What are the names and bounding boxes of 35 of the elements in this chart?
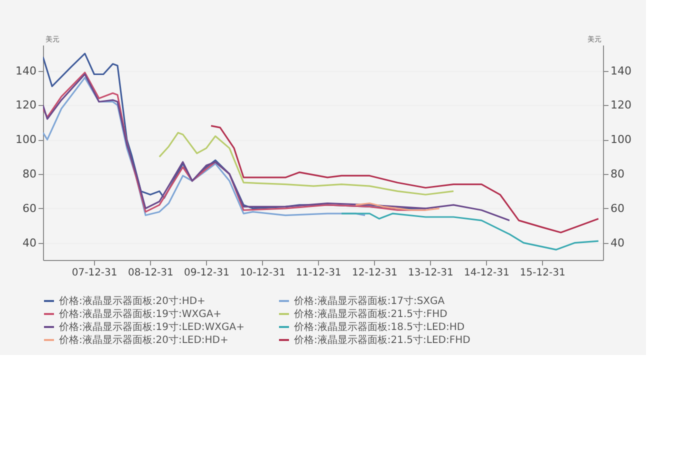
- x-tick-label: 10-12-31: [240, 268, 286, 278]
- x-tick-label: 08-12-31: [128, 268, 174, 278]
- line-series: [43, 73, 510, 222]
- y-tick-label: 120: [16, 98, 36, 112]
- legend-label: 价格:液晶显示器面板:21.5寸:LED:FHD: [293, 334, 471, 346]
- x-tick-label: 13-12-31: [408, 268, 454, 278]
- y2-tick-label: 40: [610, 236, 624, 250]
- y-tick-label: 80: [22, 168, 36, 180]
- y-tick-label: 100: [16, 133, 36, 146]
- x-tick-label: 15-12-31: [520, 268, 566, 278]
- line-series: [354, 202, 440, 211]
- legend-label: 价格:液晶显示器面板:20寸:LED:HD+: [58, 334, 228, 346]
- legend-label: 价格:液晶显示器面板:21.5寸:FHD: [293, 308, 448, 320]
- line-series: [158, 132, 454, 196]
- x-tick-label: 12-12-31: [352, 268, 398, 278]
- x-tick-label: 07-12-31: [72, 268, 118, 278]
- y2-tick-label: 60: [610, 202, 624, 215]
- x-tick-label: 09-12-31: [184, 268, 230, 278]
- legend-label: 价格:液晶显示器面板:19寸:WXGA+: [58, 308, 222, 320]
- legend-label: 价格:液晶显示器面板:19寸:LED:WXGA+: [58, 321, 244, 333]
- line-series: [340, 212, 600, 250]
- y-tick-label: 40: [22, 236, 36, 250]
- line-series: [43, 76, 366, 216]
- y2-tick-label: 120: [610, 98, 632, 112]
- x-tick-label: 14-12-31: [464, 268, 510, 278]
- x-tick-label: 11-12-31: [296, 268, 342, 278]
- line-series: [210, 125, 600, 234]
- y-tick-label: 60: [22, 202, 36, 215]
- y2-tick-label: 140: [610, 64, 632, 78]
- y-tick-label: 140: [16, 64, 36, 78]
- y2-tick-label: 80: [610, 168, 624, 180]
- y2-tick-label: 100: [610, 133, 632, 146]
- legend-label: 价格:液晶显示器面板:17寸:SXGA: [293, 295, 445, 307]
- legend-label: 价格:液晶显示器面板:20寸:HD+: [58, 295, 206, 307]
- legend-label: 价格:液晶显示器面板:18.5寸:LED:HD: [293, 321, 465, 333]
